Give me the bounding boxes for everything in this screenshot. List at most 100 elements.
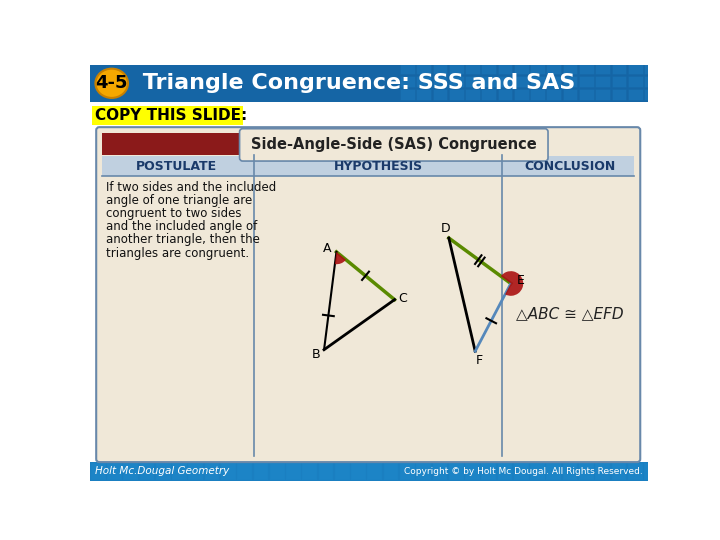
Bar	[563, 76, 577, 87]
Bar	[611, 463, 626, 480]
Bar	[172, 463, 187, 480]
Bar	[270, 463, 284, 480]
Bar	[449, 76, 464, 87]
Text: another triangle, then the: another triangle, then the	[106, 233, 259, 246]
Bar	[514, 463, 528, 480]
Bar	[416, 463, 431, 480]
Bar	[416, 76, 431, 87]
Bar	[563, 89, 577, 100]
Text: F: F	[475, 354, 482, 367]
Bar	[367, 463, 382, 480]
Bar	[530, 76, 545, 87]
Bar	[90, 65, 648, 102]
Text: A: A	[323, 242, 331, 255]
Ellipse shape	[96, 69, 128, 98]
Bar	[563, 63, 577, 74]
Bar	[319, 463, 333, 480]
Text: D: D	[441, 222, 451, 235]
Bar	[514, 63, 528, 74]
Bar	[433, 463, 447, 480]
Bar	[102, 157, 634, 177]
Bar	[563, 463, 577, 480]
Bar	[465, 463, 480, 480]
Text: POSTULATE: POSTULATE	[136, 160, 217, 173]
Bar	[595, 463, 610, 480]
Bar	[579, 89, 594, 100]
FancyBboxPatch shape	[96, 127, 640, 462]
Bar	[107, 463, 122, 480]
Text: congruent to two sides: congruent to two sides	[106, 207, 241, 220]
Bar	[351, 463, 366, 480]
Text: 4-5: 4-5	[96, 75, 128, 92]
Bar	[449, 63, 464, 74]
Bar	[611, 89, 626, 100]
Bar	[102, 133, 258, 155]
Bar	[433, 76, 447, 87]
Bar	[465, 63, 480, 74]
Wedge shape	[501, 271, 523, 296]
Bar	[514, 76, 528, 87]
Bar	[465, 76, 480, 87]
Bar	[530, 463, 545, 480]
Bar	[644, 463, 659, 480]
Bar	[530, 63, 545, 74]
Bar	[204, 463, 220, 480]
Bar	[498, 76, 513, 87]
Bar	[400, 76, 415, 87]
Text: If two sides and the included: If two sides and the included	[106, 181, 276, 194]
Bar	[449, 463, 464, 480]
Bar	[498, 63, 513, 74]
Bar	[400, 463, 415, 480]
Text: Triangle Congruence: SSS and SAS: Triangle Congruence: SSS and SAS	[135, 73, 575, 93]
Bar	[595, 89, 610, 100]
Bar	[302, 463, 317, 480]
Bar	[611, 76, 626, 87]
Bar	[123, 463, 138, 480]
Bar	[628, 463, 642, 480]
Bar	[498, 463, 513, 480]
Bar	[628, 76, 642, 87]
Bar	[579, 463, 594, 480]
Bar	[416, 63, 431, 74]
Bar	[579, 76, 594, 87]
Bar	[628, 63, 642, 74]
Text: Copyright © by Holt Mc Dougal. All Rights Reserved.: Copyright © by Holt Mc Dougal. All Right…	[404, 467, 642, 476]
Bar	[644, 76, 659, 87]
Bar	[546, 63, 561, 74]
Bar	[253, 463, 269, 480]
Bar	[416, 89, 431, 100]
Text: angle of one triangle are: angle of one triangle are	[106, 194, 252, 207]
Bar	[595, 63, 610, 74]
FancyBboxPatch shape	[240, 129, 548, 161]
Bar	[400, 89, 415, 100]
Text: HYPOTHESIS: HYPOTHESIS	[334, 160, 423, 173]
Text: B: B	[312, 348, 320, 361]
Bar	[91, 463, 106, 480]
Bar	[482, 463, 496, 480]
Bar	[221, 463, 235, 480]
Text: Side-Angle-Side (SAS) Congruence: Side-Angle-Side (SAS) Congruence	[251, 137, 536, 152]
Bar	[433, 89, 447, 100]
Bar	[482, 63, 496, 74]
Bar	[595, 76, 610, 87]
Bar	[400, 63, 415, 74]
Bar	[335, 463, 350, 480]
Wedge shape	[335, 252, 346, 264]
Text: C: C	[399, 292, 408, 305]
Bar	[449, 89, 464, 100]
Bar	[465, 89, 480, 100]
Bar	[482, 76, 496, 87]
Text: triangles are congruent.: triangles are congruent.	[106, 247, 248, 260]
Bar	[384, 463, 398, 480]
Bar	[90, 462, 648, 481]
Bar	[644, 63, 659, 74]
Bar	[546, 76, 561, 87]
Bar	[628, 89, 642, 100]
Bar	[579, 63, 594, 74]
Bar	[156, 463, 171, 480]
Bar	[286, 463, 301, 480]
Bar	[530, 89, 545, 100]
Bar	[498, 89, 513, 100]
Bar	[482, 89, 496, 100]
Text: △ABC ≅ △EFD: △ABC ≅ △EFD	[516, 306, 624, 321]
